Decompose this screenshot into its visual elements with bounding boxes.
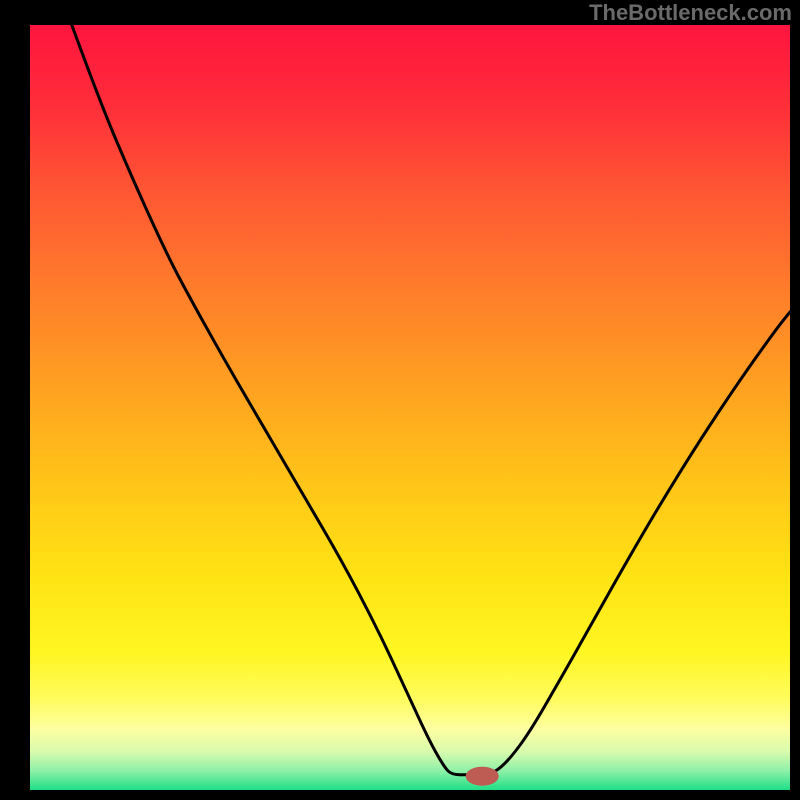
plot-background — [30, 25, 790, 790]
optimal-marker — [466, 767, 498, 785]
chart-canvas: TheBottleneck.com — [0, 0, 800, 800]
watermark-text: TheBottleneck.com — [589, 0, 792, 26]
bottleneck-chart — [0, 0, 800, 800]
